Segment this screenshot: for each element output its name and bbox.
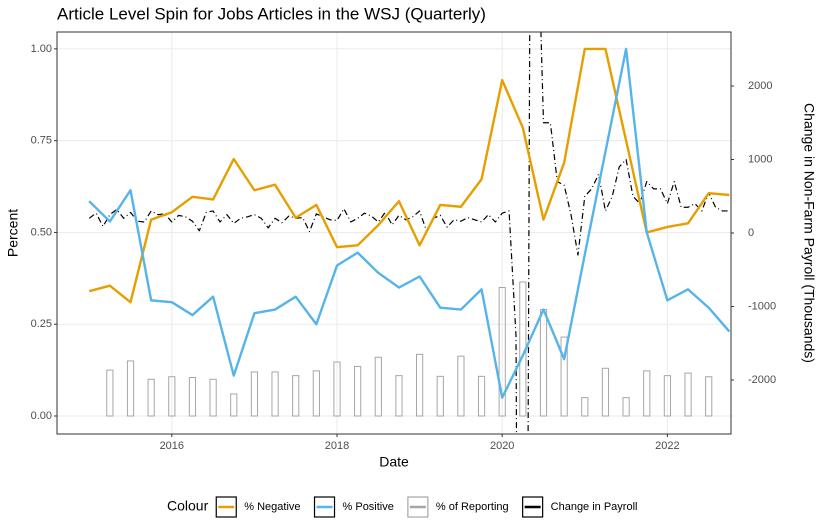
legend: % Negative % Positive % of Reporting Change… xyxy=(215,496,638,518)
bar xyxy=(477,375,486,417)
bar xyxy=(416,353,424,417)
bar xyxy=(126,360,135,417)
y-tick-label: 0.25 xyxy=(31,318,52,330)
bar xyxy=(250,371,259,417)
y-tick-label: 0.75 xyxy=(31,135,52,147)
x-tick-label: 2020 xyxy=(490,440,514,452)
legend-label: % of Reporting xyxy=(436,501,509,513)
x-tick-label: 2018 xyxy=(325,440,349,452)
grid xyxy=(57,32,731,434)
bar xyxy=(168,376,176,417)
y2-tick-label: 0 xyxy=(748,227,754,239)
bar xyxy=(188,376,197,417)
bar xyxy=(292,375,300,417)
x-axis-title: Date xyxy=(379,454,409,470)
bar xyxy=(312,370,320,417)
bar xyxy=(560,336,568,417)
bar xyxy=(354,365,362,417)
legend-label: % Negative xyxy=(244,501,300,513)
legend-title: Colour xyxy=(167,498,209,514)
y2-axis-title: Change in Non-Farm Payroll (Thousands) xyxy=(801,103,817,363)
bar xyxy=(106,369,114,417)
bar xyxy=(663,375,671,417)
x-tick-label: 2016 xyxy=(160,440,184,452)
bar xyxy=(395,375,403,417)
y2-tick-label: 2000 xyxy=(748,80,772,92)
chart-title: Article Level Spin for Jobs Articles in … xyxy=(57,4,486,23)
bar xyxy=(333,361,341,417)
bar xyxy=(601,367,610,417)
bar xyxy=(457,355,465,417)
bar xyxy=(209,378,217,417)
bar xyxy=(705,376,713,417)
axes: 0.00 0.25 0.50 0.75 1.00 -2000 -1000 0 1000 2000 2… xyxy=(31,43,777,452)
series-line xyxy=(88,47,730,304)
bar xyxy=(374,356,382,417)
y-axis-title: Percent xyxy=(5,209,21,257)
y-tick-label: 0.50 xyxy=(31,226,52,238)
y-tick-label: 1.00 xyxy=(31,43,52,55)
x-tick-label: 2022 xyxy=(655,440,679,452)
bar xyxy=(622,397,630,417)
y2-tick-label: 1000 xyxy=(748,153,772,165)
legend-label: % Positive xyxy=(343,501,394,513)
bar xyxy=(643,370,651,417)
bar xyxy=(498,287,506,417)
series-line xyxy=(88,32,731,434)
bar xyxy=(271,371,279,417)
bar xyxy=(684,372,692,417)
bar xyxy=(230,393,238,417)
y2-tick-label: -2000 xyxy=(748,374,776,386)
bar xyxy=(436,375,444,417)
legend-label: Change in Payroll xyxy=(551,501,638,513)
series-line xyxy=(88,47,731,399)
y-tick-label: 0.00 xyxy=(31,410,52,422)
bar xyxy=(581,397,589,417)
plot-panel xyxy=(88,32,731,434)
y2-tick-label: -1000 xyxy=(748,300,776,312)
bar xyxy=(147,378,155,417)
